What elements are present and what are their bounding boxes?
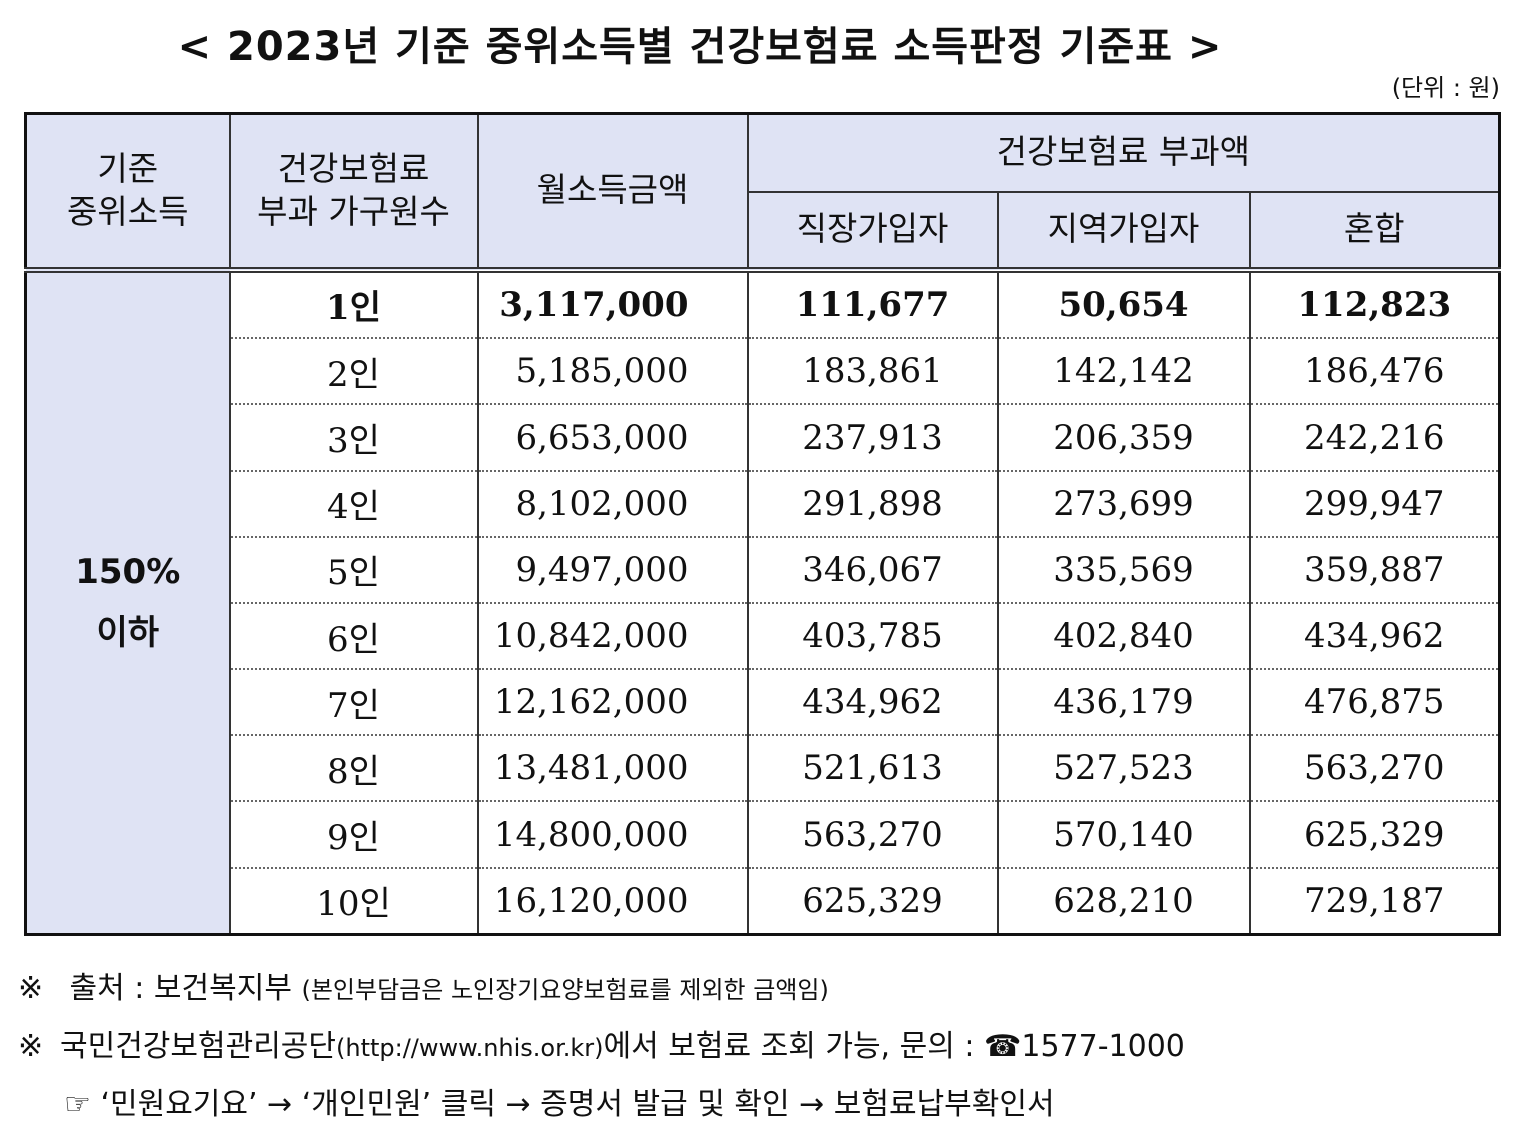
header-income: 월소득금액: [476, 112, 749, 273]
workplace-cell: 434,962: [746, 669, 999, 737]
nhis-url[interactable]: (http://www.nhis.or.kr): [336, 1034, 604, 1062]
mixed-cell: 186,476: [1248, 338, 1501, 406]
header-premium-group: 건강보험료 부과액: [746, 112, 1501, 193]
source-detail: (본인부담금은 노인장기요양보험료를 제외한 금액임): [301, 976, 829, 1004]
household-cell: 3인: [228, 404, 479, 472]
income-cell: 5,185,000: [476, 338, 749, 406]
regional-cell: 50,654: [996, 269, 1251, 340]
income-cell: 10,842,000: [476, 602, 749, 671]
note-nhis: ※ 국민건강보험관리공단(http://www.nhis.or.kr)에서 보험료…: [18, 1018, 1185, 1076]
income-cell: 9,497,000: [476, 536, 749, 604]
regional-cell: 436,179: [996, 669, 1251, 737]
source-label: 출처 : 보건복지부: [69, 971, 292, 1006]
mixed-cell: 242,216: [1248, 404, 1501, 472]
workplace-cell: 291,898: [746, 470, 999, 538]
note-path: ☞ ‘민원요기요’ → ‘개인민원’ 클릭 → 증명서 발급 및 확인 → 보험…: [18, 1076, 1185, 1134]
household-cell: 4인: [228, 470, 479, 538]
income-cell: 14,800,000: [476, 801, 749, 869]
income-cell: 16,120,000: [476, 867, 749, 935]
mixed-cell: 112,823: [1248, 269, 1501, 340]
mixed-cell: 729,187: [1248, 867, 1501, 935]
household-cell: 6인: [228, 602, 479, 671]
workplace-cell: 111,677: [746, 269, 999, 340]
header-household: 건강보험료 부과 가구원수: [228, 112, 479, 273]
income-cell: 8,102,000: [476, 470, 749, 538]
table-row: 5인 9,497,000 346,067 335,569 359,887: [26, 536, 1501, 604]
household-cell: 10인: [228, 867, 479, 935]
table-row: 3인 6,653,000 237,913 206,359 242,216: [26, 404, 1501, 472]
reference-mark-icon: ※: [18, 971, 44, 1006]
household-cell: 8인: [228, 735, 479, 803]
table-row: 150% 이하 1인 3,117,000 111,677 50,654 112,823: [24, 269, 1501, 936]
nhis-name: 국민건강보험관리공단: [60, 1029, 336, 1064]
path-text: ‘민원요기요’ → ‘개인민원’ 클릭 → 증명서 발급 및 확인 → 보험료납…: [100, 1087, 1055, 1122]
header-regional: 지역가입자: [996, 190, 1251, 273]
household-cell: 2인: [228, 338, 479, 406]
note-source: ※ 출처 : 보건복지부 (본인부담금은 노인장기요양보험료를 제외한 금액임): [18, 960, 1185, 1018]
table-row: 4인 8,102,000 291,898 273,699 299,947: [26, 470, 1501, 538]
table-row: 6인 10,842,000 403,785 402,840 434,962: [26, 602, 1501, 671]
regional-cell: 273,699: [996, 470, 1251, 538]
workplace-cell: 403,785: [746, 602, 999, 671]
table-body: 150% 이하 1인 3,117,000 111,677 50,654 112,823 2인…: [24, 269, 1501, 936]
workplace-cell: 237,913: [746, 404, 999, 472]
reference-mark-icon: ※: [18, 1029, 44, 1064]
regional-cell: 402,840: [996, 602, 1251, 671]
header-mixed: 혼합: [1248, 190, 1501, 273]
header-workplace: 직장가입자: [746, 190, 999, 273]
regional-cell: 527,523: [996, 735, 1251, 803]
premium-table: 기준 중위소득 건강보험료 부과 가구원수 월소득금액 건강보험료 부과액 직장…: [24, 112, 1502, 936]
workplace-cell: 521,613: [746, 735, 999, 803]
income-cell: 3,117,000: [476, 269, 749, 340]
regional-cell: 570,140: [996, 801, 1251, 869]
household-cell: 5인: [228, 536, 479, 604]
workplace-cell: 346,067: [746, 536, 999, 604]
household-cell: 9인: [228, 801, 479, 869]
unit-label: (단위 : 원): [1391, 74, 1500, 102]
notes: ※ 출처 : 보건복지부 (본인부담금은 노인장기요양보험료를 제외한 금액임)…: [18, 960, 1185, 1134]
category-value: 150% 이하: [75, 551, 181, 653]
regional-cell: 206,359: [996, 404, 1251, 472]
pointing-hand-icon: ☞: [64, 1087, 91, 1122]
category-cell: 150% 이하: [24, 269, 231, 936]
income-cell: 6,653,000: [476, 404, 749, 472]
table-row: 10인 16,120,000 625,329 628,210 729,187: [26, 867, 1501, 935]
regional-cell: 628,210: [996, 867, 1251, 935]
header-category: 기준 중위소득: [24, 112, 231, 273]
workplace-cell: 625,329: [746, 867, 999, 935]
regional-cell: 142,142: [996, 338, 1251, 406]
workplace-cell: 183,861: [746, 338, 999, 406]
table-row: 7인 12,162,000 434,962 436,179 476,875: [26, 669, 1501, 737]
workplace-cell: 563,270: [746, 801, 999, 869]
table-row: 8인 13,481,000 521,613 527,523 563,270: [26, 735, 1501, 803]
table-row: 9인 14,800,000 563,270 570,140 625,329: [26, 801, 1501, 869]
household-cell: 1인: [228, 269, 479, 340]
mixed-cell: 359,887: [1248, 536, 1501, 604]
mixed-cell: 434,962: [1248, 602, 1501, 671]
page-title: < 2023년 기준 중위소득별 건강보험료 소득판정 기준표 >: [177, 24, 1223, 70]
regional-cell: 335,569: [996, 536, 1251, 604]
nhis-text: 에서 보험료 조회 가능, 문의 : ☎1577-1000: [603, 1029, 1185, 1064]
table-row: 2인 5,185,000 183,861 142,142 186,476: [26, 338, 1501, 406]
income-cell: 12,162,000: [476, 669, 749, 737]
mixed-cell: 299,947: [1248, 470, 1501, 538]
income-cell: 13,481,000: [476, 735, 749, 803]
mixed-cell: 625,329: [1248, 801, 1501, 869]
mixed-cell: 476,875: [1248, 669, 1501, 737]
household-cell: 7인: [228, 669, 479, 737]
mixed-cell: 563,270: [1248, 735, 1501, 803]
